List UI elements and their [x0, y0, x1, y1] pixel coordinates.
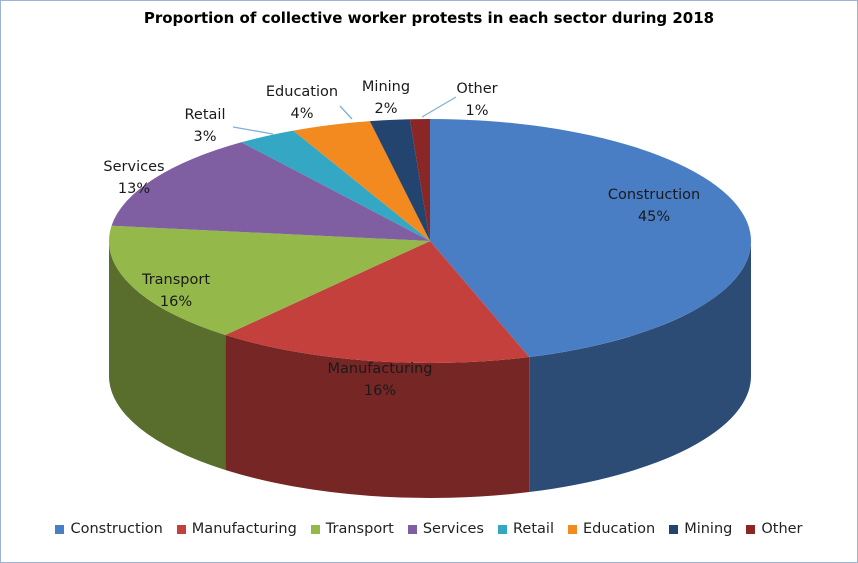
slice-construction: [430, 119, 751, 358]
slice-other: [409, 119, 430, 241]
legend-swatch-mining: [669, 524, 679, 534]
leader-line-retail: [232, 126, 274, 135]
data-label-construction: Construction 45%: [608, 187, 700, 225]
data-label-mining: Mining 2%: [362, 79, 410, 117]
data-label-other: Other 1%: [456, 81, 497, 119]
legend-label-manufacturing: Manufacturing: [191, 521, 297, 537]
legend-item-transport: Transport: [310, 521, 394, 537]
legend-label-retail: Retail: [513, 521, 554, 537]
slice-side-construction: [529, 241, 751, 493]
legend-item-manufacturing: Manufacturing: [176, 521, 297, 537]
legend-swatch-education: [567, 524, 577, 534]
data-label-education: Education 4%: [266, 84, 338, 122]
legend-item-other: Other: [746, 521, 803, 537]
legend-swatch-transport: [310, 524, 320, 534]
slice-services: [111, 142, 430, 241]
legend: Construction Manufacturing Transport Servic…: [1, 521, 857, 537]
slice-education: [293, 121, 430, 241]
slice-side-manufacturing: [225, 335, 530, 498]
data-label-services: Services 13%: [103, 159, 164, 197]
data-label-transport: Transport 16%: [141, 272, 210, 310]
legend-swatch-manufacturing: [176, 524, 186, 534]
legend-label-mining: Mining: [684, 521, 733, 537]
legend-label-education: Education: [582, 521, 656, 537]
legend-item-construction: Construction: [55, 521, 163, 537]
slice-side-transport: [109, 241, 226, 471]
legend-item-education: Education: [567, 521, 656, 537]
legend-swatch-other: [746, 524, 756, 534]
pie-chart: Construction 45% Manufacturing 16% Transport…: [103, 79, 751, 498]
slice-transport: [109, 225, 430, 336]
chart-title: Proportion of collective worker protests…: [143, 9, 715, 27]
legend-swatch-construction: [55, 524, 65, 534]
legend-swatch-retail: [498, 524, 507, 534]
legend-swatch-services: [407, 524, 417, 534]
slice-mining: [369, 119, 430, 241]
data-label-manufacturing: Manufacturing 16%: [328, 361, 433, 399]
slice-retail: [241, 130, 430, 241]
data-label-retail: Retail 3%: [185, 107, 226, 145]
legend-label-other: Other: [761, 521, 803, 537]
slice-manufacturing: [225, 241, 530, 363]
legend-item-services: Services: [407, 521, 484, 537]
leader-line-other: [421, 96, 457, 118]
legend-label-construction: Construction: [70, 521, 163, 537]
leader-line-education: [339, 105, 353, 120]
legend-label-transport: Transport: [325, 521, 394, 537]
legend-item-mining: Mining: [669, 521, 732, 537]
legend-label-services: Services: [422, 521, 484, 537]
legend-item-retail: Retail: [498, 521, 554, 537]
